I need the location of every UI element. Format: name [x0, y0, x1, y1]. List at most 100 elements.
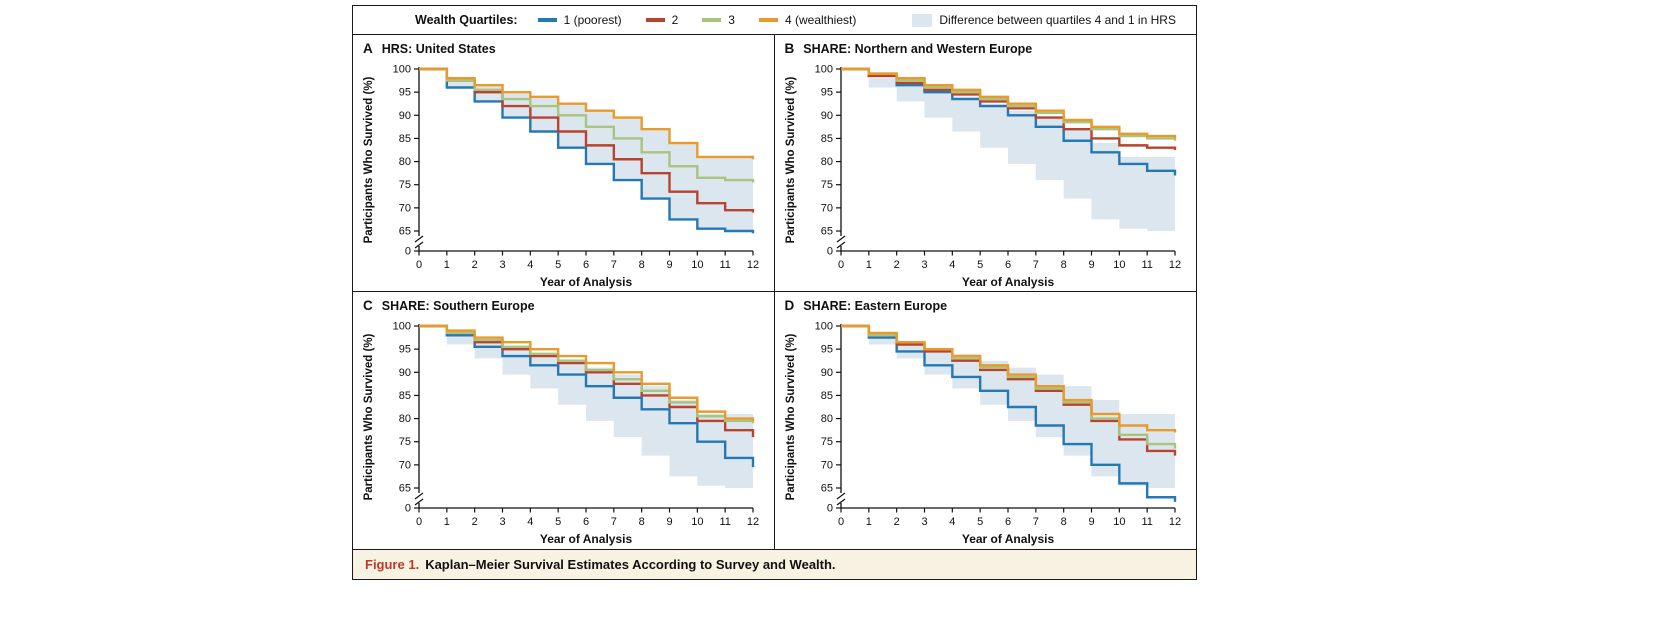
x-tick-label: 12 — [1168, 259, 1180, 271]
y-axis-break-icon — [836, 492, 845, 506]
y-tick-label-zero: 0 — [405, 246, 411, 258]
legend-item-label: Difference between quartiles 4 and 1 in … — [939, 13, 1176, 27]
panel-grid: A HRS: United States Participants Who Su… — [353, 35, 1196, 549]
x-axis-label: Year of Analysis — [961, 275, 1054, 289]
legend-title: Wealth Quartiles: — [415, 13, 518, 27]
y-tick-label: 70 — [820, 202, 832, 214]
survival-plot-b: Participants Who Survived (%) Year of An… — [785, 64, 1181, 290]
quartile2-line-swatch — [645, 18, 665, 22]
y-tick-label: 100 — [393, 64, 411, 76]
y-axis-break-icon — [414, 492, 424, 506]
quartile3-line-swatch — [702, 18, 722, 22]
legend-item-quartile1: 1 (poorest) — [537, 13, 622, 27]
figure-number: Figure 1. — [365, 557, 420, 572]
panel-a-title: HRS: United States — [381, 42, 496, 56]
legend-item-label: 2 — [671, 13, 679, 27]
quartile1-line-swatch — [537, 18, 557, 22]
y-tick-label: 100 — [393, 321, 411, 333]
x-tick-label: 0 — [416, 259, 422, 271]
caption-text: Kaplan–Meier Survival Estimates Accordin… — [425, 557, 836, 572]
x-tick-label: 5 — [555, 259, 561, 271]
panel-d-letter: D — [784, 298, 795, 313]
y-tick-label: 95 — [820, 344, 832, 356]
y-tick-label: 65 — [399, 226, 411, 238]
hrs-difference-band — [419, 326, 753, 491]
x-axis-label: Year of Analysis — [540, 532, 633, 546]
x-tick-label: 6 — [1004, 259, 1010, 271]
x-tick-label: 4 — [949, 259, 955, 271]
survival-curve-q4 — [840, 324, 1176, 433]
y-tick-label: 90 — [820, 110, 832, 122]
y-tick-label: 65 — [820, 226, 832, 238]
legend-item-label: 3 — [728, 13, 735, 27]
x-tick-label: 12 — [747, 516, 759, 528]
y-axis-label: Participants Who Survived (%) — [785, 333, 797, 500]
panel-c: C SHARE: Southern Europe Participants Wh… — [353, 292, 775, 549]
y-tick-label: 80 — [399, 156, 411, 168]
x-tick-label: 2 — [472, 516, 478, 528]
x-tick-label: 2 — [893, 259, 899, 271]
y-tick-label: 80 — [820, 156, 832, 168]
x-tick-label: 7 — [1032, 516, 1038, 528]
x-tick-label: 10 — [1113, 259, 1125, 271]
x-tick-label: 0 — [837, 259, 843, 271]
x-tick-label: 8 — [639, 259, 645, 271]
panel-a: A HRS: United States Participants Who Su… — [353, 35, 775, 292]
x-tick-label: 11 — [719, 516, 730, 528]
x-tick-label: 5 — [977, 259, 983, 271]
x-tick-label: 4 — [527, 516, 533, 528]
legend-item-quartile3: 3 — [702, 13, 735, 27]
x-tick-label: 11 — [1141, 516, 1152, 528]
panel-a-letter: A — [363, 41, 373, 56]
x-tick-label: 1 — [865, 516, 871, 528]
y-tick-label: 70 — [820, 459, 832, 471]
survival-curve-q2 — [840, 324, 1176, 456]
survival-curve-q3 — [419, 324, 755, 424]
survival-curve-q2 — [419, 324, 755, 438]
y-axis-label: Participants Who Survived (%) — [363, 333, 375, 500]
legend-item-hrs-band: Difference between quartiles 4 and 1 in … — [912, 13, 1176, 27]
y-tick-label: 75 — [399, 436, 411, 448]
y-tick-label: 65 — [399, 483, 411, 495]
x-tick-label: 11 — [1141, 259, 1152, 271]
y-tick-label: 65 — [820, 483, 832, 495]
figure-caption: Figure 1. Kaplan–Meier Survival Estimate… — [353, 549, 1196, 579]
y-tick-label: 85 — [399, 133, 411, 145]
y-axis-break-icon — [414, 235, 424, 249]
x-tick-label: 9 — [1088, 259, 1094, 271]
y-tick-label: 90 — [399, 110, 411, 122]
y-tick-label: 75 — [399, 179, 411, 191]
x-tick-label: 10 — [691, 259, 703, 271]
y-tick-label: 85 — [820, 390, 832, 402]
x-tick-label: 11 — [719, 259, 730, 271]
y-axis-break-icon — [836, 235, 845, 249]
y-tick-label: 80 — [820, 413, 832, 425]
x-tick-label: 10 — [1113, 516, 1125, 528]
x-tick-label: 12 — [1168, 516, 1180, 528]
x-tick-label: 7 — [611, 516, 617, 528]
panel-c-letter: C — [363, 298, 373, 313]
x-tick-label: 8 — [1060, 259, 1066, 271]
y-tick-label: 100 — [814, 64, 832, 76]
legend: Wealth Quartiles: 1 (poorest) 2 3 4 (wea… — [353, 6, 1196, 35]
y-axis-label: Participants Who Survived (%) — [785, 76, 797, 243]
y-tick-label-zero: 0 — [826, 246, 832, 258]
x-tick-label: 9 — [1088, 516, 1094, 528]
y-tick-label: 75 — [820, 179, 832, 191]
legend-item-label: 1 (poorest) — [563, 13, 622, 27]
x-tick-label: 3 — [921, 516, 927, 528]
survival-curve-q4 — [419, 324, 755, 421]
x-tick-label: 12 — [747, 259, 759, 271]
survival-curve-q1 — [419, 67, 755, 234]
y-tick-label: 100 — [814, 321, 832, 333]
y-tick-label: 85 — [399, 390, 411, 402]
y-tick-label: 70 — [399, 202, 411, 214]
survival-curve-q1 — [840, 324, 1176, 502]
survival-curve-q4 — [840, 67, 1176, 139]
panel-b-letter: B — [784, 41, 795, 56]
legend-item-quartile4: 4 (wealthiest) — [758, 13, 856, 27]
y-tick-label: 95 — [820, 87, 832, 99]
hrs-band-swatch — [912, 13, 933, 27]
